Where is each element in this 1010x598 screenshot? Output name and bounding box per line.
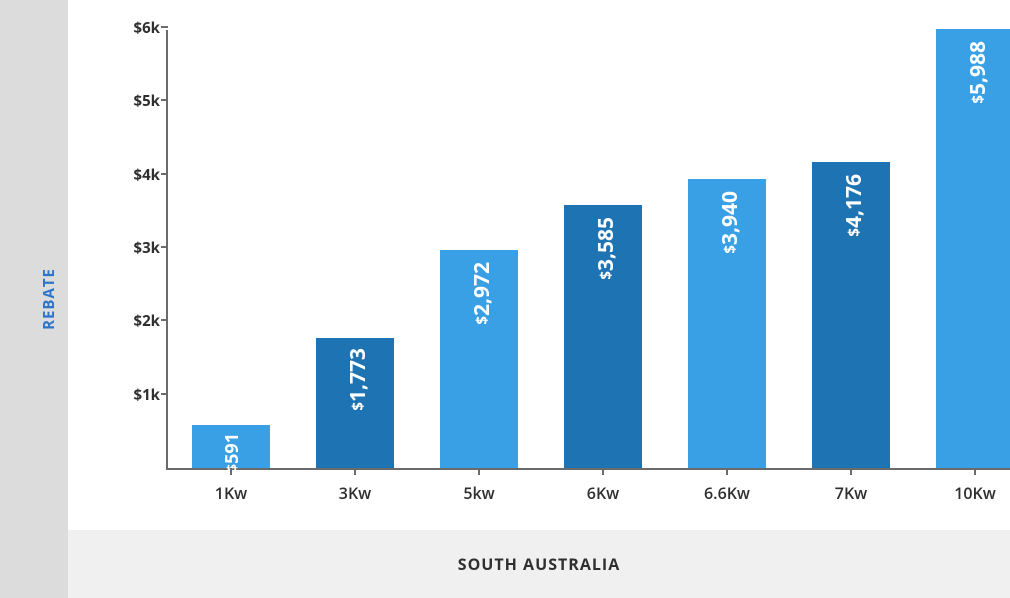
- x-tick-mark: [850, 468, 852, 475]
- y-tick-label: $1k: [112, 385, 160, 405]
- bar: $2,972: [440, 250, 518, 468]
- x-axis-title: SOUTH AUSTRALIA: [458, 553, 621, 575]
- chart-container: REBATE $1k $2k $3k $4k $5k $6k $591 1Kw $1,773 3K…: [0, 0, 1010, 598]
- x-tick-mark: [354, 468, 356, 475]
- x-tick-label: 1Kw: [215, 482, 247, 504]
- bar-value-label: $4,176: [840, 174, 868, 237]
- x-tick-label: 3Kw: [339, 482, 371, 504]
- y-tick-mark: [161, 246, 168, 248]
- x-axis-footer: SOUTH AUSTRALIA: [68, 530, 1010, 598]
- x-tick-mark: [478, 468, 480, 475]
- y-tick-label: $3k: [112, 238, 160, 258]
- x-tick-mark: [974, 468, 976, 475]
- x-tick-label: 5kw: [463, 482, 494, 504]
- bar: $4,176: [812, 162, 890, 468]
- bar: $3,940: [688, 179, 766, 468]
- x-tick-mark: [726, 468, 728, 475]
- bar: $3,585: [564, 205, 642, 468]
- y-tick-label: $5k: [112, 91, 160, 111]
- x-tick-label: 6.6Kw: [704, 482, 750, 504]
- x-tick-label: 10Kw: [954, 482, 996, 504]
- chart-panel: $1k $2k $3k $4k $5k $6k $591 1Kw $1,773 3Kw $2,972…: [68, 0, 1010, 598]
- bar-value-label: $5,988: [964, 41, 992, 104]
- y-tick-label: $2k: [112, 311, 160, 331]
- y-axis-title: REBATE: [39, 268, 59, 330]
- x-tick-mark: [602, 468, 604, 475]
- bar-value-label: $1,773: [344, 348, 372, 411]
- y-tick-mark: [161, 393, 168, 395]
- bar-value-label: $3,940: [716, 191, 744, 254]
- bar: $591: [192, 425, 270, 468]
- x-tick-label: 7Kw: [835, 482, 867, 504]
- y-tick-mark: [161, 99, 168, 101]
- y-tick-label: $6k: [112, 18, 160, 38]
- bar: $5,988: [936, 29, 1010, 468]
- x-tick-label: 6Kw: [587, 482, 619, 504]
- bar-value-label: $3,585: [592, 217, 620, 280]
- bar-value-label: $2,972: [468, 262, 496, 325]
- y-tick-mark: [161, 26, 168, 28]
- y-tick-label: $4k: [112, 165, 160, 185]
- y-tick-mark: [161, 173, 168, 175]
- bar-value-label: $591: [220, 433, 244, 471]
- bar: $1,773: [316, 338, 394, 468]
- plot-area: $1k$2k$3k$4k$5k$6k$5911Kw$1,7733Kw$2,972…: [166, 30, 1010, 470]
- y-tick-mark: [161, 319, 168, 321]
- x-tick-mark: [230, 468, 232, 475]
